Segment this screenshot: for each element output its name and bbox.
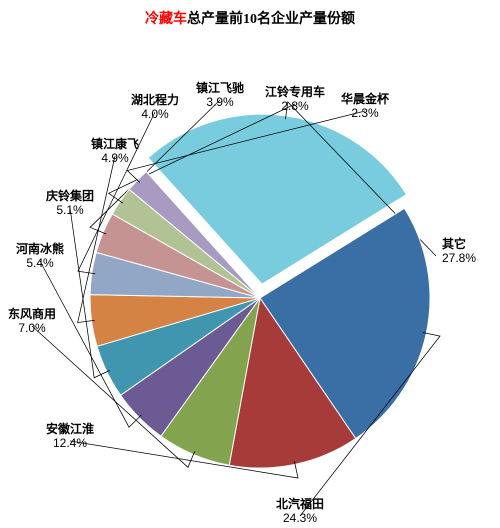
slice-label: 镇江飞驰3.9%: [180, 82, 260, 110]
slice-name: 河南冰熊: [0, 243, 80, 257]
slice-percent: 4.0%: [115, 108, 195, 122]
slice-percent: 3.9%: [180, 96, 260, 110]
slice-name: 镇江康飞: [75, 138, 155, 152]
slice-label: 河南冰熊5.4%: [0, 243, 80, 271]
slice-percent: 7.0%: [0, 322, 72, 336]
slice-name: 东风商用: [0, 308, 72, 322]
slice-label: 东风商用7.0%: [0, 308, 72, 336]
slice-name: 其它: [442, 238, 476, 252]
slice-percent: 4.9%: [75, 152, 155, 166]
slice-percent: 27.8%: [442, 252, 476, 266]
slice-name: 镇江飞驰: [180, 82, 260, 96]
slice-label: 镇江康飞4.9%: [75, 138, 155, 166]
slice-label: 华晨金杯2.3%: [325, 93, 405, 121]
slice-name: 华晨金杯: [325, 93, 405, 107]
slice-label: 安徽江淮12.4%: [30, 423, 110, 451]
slice-label: 庆铃集团5.1%: [30, 190, 110, 218]
slice-name: 庆铃集团: [30, 190, 110, 204]
title-highlight: 冷藏车: [145, 12, 187, 27]
slice-name: 江铃专用车: [255, 86, 335, 100]
slice-percent: 5.1%: [30, 204, 110, 218]
slice-percent: 5.4%: [0, 257, 80, 271]
chart-title: 冷藏车总产量前10名企业产量份额: [0, 0, 500, 28]
slice-percent: 12.4%: [30, 437, 110, 451]
slice-percent: 2.8%: [255, 100, 335, 114]
slice-percent: 24.3%: [260, 512, 340, 526]
slice-name: 北汽福田: [260, 498, 340, 512]
slice-percent: 2.3%: [325, 107, 405, 121]
slice-label: 其它27.8%: [442, 238, 476, 266]
pie-chart: 其它27.8%北汽福田24.3%安徽江淮12.4%东风商用7.0%河南冰熊5.4…: [0, 28, 500, 518]
title-rest: 总产量前10名企业产量份额: [187, 12, 355, 27]
slice-label: 江铃专用车2.8%: [255, 86, 335, 114]
slice-label: 北汽福田24.3%: [260, 498, 340, 526]
slice-name: 安徽江淮: [30, 423, 110, 437]
